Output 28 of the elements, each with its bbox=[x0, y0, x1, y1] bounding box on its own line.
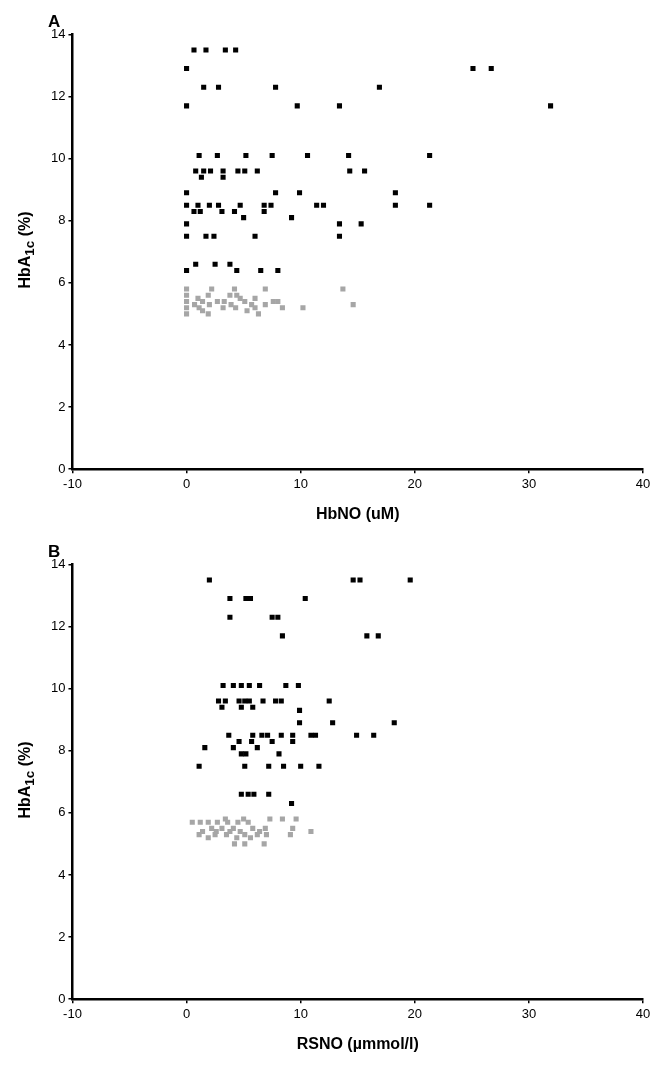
y-tick-label: 0 bbox=[58, 460, 66, 476]
x-axis-title: RSNO (µmmol/l) bbox=[296, 1034, 419, 1052]
x-tick-label: 40 bbox=[635, 475, 651, 491]
y-tick-label: 12 bbox=[50, 618, 66, 634]
x-tick-label: 20 bbox=[407, 475, 423, 491]
y-tick-label: 10 bbox=[50, 680, 66, 696]
y-tick-label: 2 bbox=[58, 398, 66, 414]
x-tick-label: 10 bbox=[293, 475, 308, 491]
y-tick-label: 6 bbox=[58, 804, 66, 820]
y-tick-label: 6 bbox=[58, 274, 66, 290]
y-tick-label: 0 bbox=[58, 990, 66, 1006]
x-tick-label: 10 bbox=[293, 1005, 308, 1021]
x-tick-label: 0 bbox=[182, 475, 191, 491]
y-tick-label: 4 bbox=[58, 336, 66, 352]
y-tick-label: 10 bbox=[50, 150, 66, 166]
x-tick-label: 30 bbox=[521, 475, 537, 491]
y-tick-label: 2 bbox=[58, 928, 66, 944]
x-tick-label: 30 bbox=[521, 1005, 537, 1021]
y-tick-label: 8 bbox=[58, 212, 66, 228]
y-tick-label: 4 bbox=[58, 866, 66, 882]
x-tick-label: 20 bbox=[407, 1005, 423, 1021]
y-tick-label: 12 bbox=[50, 88, 66, 104]
x-tick-label: -10 bbox=[63, 1005, 82, 1021]
x-tick-label: -10 bbox=[63, 475, 82, 491]
x-tick-label: 0 bbox=[182, 1005, 191, 1021]
y-tick-label: 8 bbox=[58, 742, 66, 758]
x-axis-title: HbNO (uM) bbox=[315, 504, 400, 522]
x-tick-label: 40 bbox=[635, 1005, 651, 1021]
